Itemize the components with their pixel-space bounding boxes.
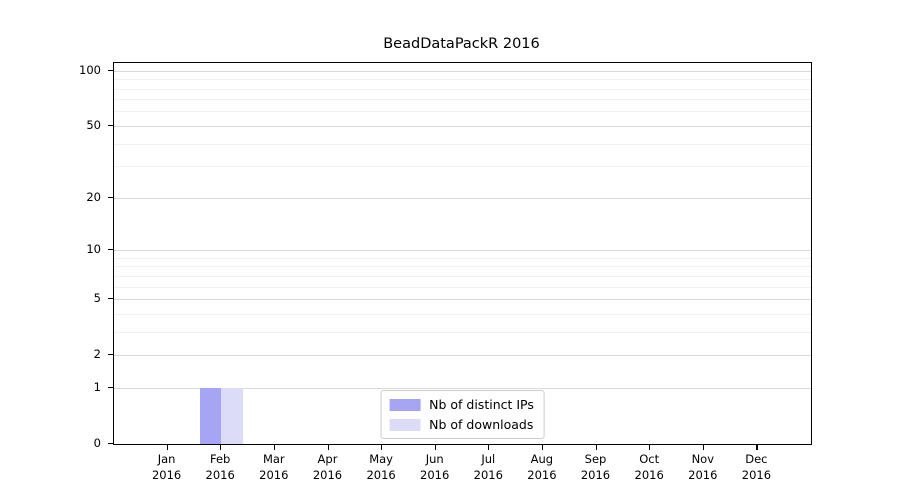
y-axis-tick-label: 100 bbox=[79, 62, 101, 77]
gridline-minor bbox=[114, 266, 811, 268]
x-axis-tick bbox=[541, 445, 544, 450]
y-axis-tick-label: 10 bbox=[86, 242, 101, 256]
y-axis-tick bbox=[108, 443, 113, 445]
gridline-minor bbox=[114, 99, 811, 101]
gridline-major bbox=[114, 250, 811, 251]
x-axis-tick-label: Jun 2016 bbox=[420, 452, 450, 482]
y-axis-tick-label: 50 bbox=[86, 117, 101, 132]
legend-swatch-downloads bbox=[389, 418, 421, 431]
x-axis-tick bbox=[434, 445, 436, 450]
x-axis-tick-label: Apr 2016 bbox=[312, 452, 343, 482]
legend-item: Nb of distinct IPs bbox=[389, 397, 534, 412]
x-axis-tick-label: Sep 2016 bbox=[580, 452, 611, 482]
y-axis-tick-label: 1 bbox=[93, 379, 101, 394]
x-axis-tick-label: Feb 2016 bbox=[205, 452, 235, 482]
x-axis-tick bbox=[220, 445, 222, 450]
y-axis-tick-label: 5 bbox=[93, 291, 101, 305]
x-axis-tick-label: Mar 2016 bbox=[259, 452, 289, 482]
y-axis-tick bbox=[108, 298, 113, 300]
x-axis-tick-label: Oct 2016 bbox=[634, 452, 664, 482]
gridline-minor bbox=[114, 79, 811, 81]
x-axis-tick bbox=[595, 445, 597, 450]
x-axis-tick bbox=[702, 445, 704, 450]
x-axis-tick bbox=[488, 445, 490, 450]
y-axis-tick bbox=[108, 249, 113, 251]
y-axis-tick bbox=[108, 386, 113, 389]
x-axis-tick-label: Dec 2016 bbox=[741, 452, 772, 482]
x-axis-tick bbox=[273, 445, 275, 450]
gridline-minor bbox=[114, 88, 811, 90]
gridline-minor bbox=[114, 331, 811, 333]
gridline-minor bbox=[114, 286, 811, 288]
x-axis-tick-label: Jul 2016 bbox=[473, 452, 503, 482]
x-axis-tick bbox=[381, 445, 383, 450]
x-axis-tick bbox=[327, 445, 329, 450]
bar-downloads bbox=[221, 387, 243, 444]
gridline-major bbox=[114, 355, 811, 357]
x-axis-tick bbox=[756, 445, 758, 450]
gridline-major bbox=[114, 70, 811, 72]
chart-title: BeadDataPackR 2016 bbox=[383, 36, 540, 52]
legend: Nb of distinct IPs Nb of downloads bbox=[380, 390, 545, 439]
y-axis-tick bbox=[108, 196, 113, 198]
x-axis-tick-label: Jan 2016 bbox=[151, 452, 182, 482]
y-axis-tick-label: 20 bbox=[86, 189, 101, 204]
gridline-minor bbox=[114, 111, 811, 113]
x-axis-tick-label: Aug 2016 bbox=[527, 452, 557, 482]
gridline-major bbox=[114, 125, 811, 127]
y-axis-tick bbox=[108, 69, 113, 71]
x-axis-tick-label: May 2016 bbox=[366, 452, 396, 482]
gridline-major bbox=[114, 387, 811, 389]
legend-label: Nb of downloads bbox=[429, 417, 534, 432]
x-axis-tick bbox=[166, 445, 168, 450]
plot-area: Nb of distinct IPs Nb of downloads bbox=[113, 62, 812, 445]
legend-label: Nb of distinct IPs bbox=[429, 397, 534, 412]
gridline-major bbox=[114, 299, 811, 300]
x-axis-tick bbox=[649, 445, 651, 450]
gridline-minor bbox=[114, 257, 811, 259]
gridline-minor bbox=[114, 143, 811, 145]
gridline-minor bbox=[114, 166, 811, 168]
x-axis-tick-label: Nov 2016 bbox=[688, 452, 718, 482]
y-axis-tick-label: 0 bbox=[93, 436, 101, 450]
y-axis-tick bbox=[108, 354, 113, 356]
legend-item: Nb of downloads bbox=[389, 417, 534, 432]
y-axis-tick bbox=[108, 124, 113, 127]
gridline-minor bbox=[114, 313, 811, 315]
legend-swatch-distinct-ips bbox=[389, 398, 421, 411]
gridline-minor bbox=[114, 275, 811, 277]
gridline-major bbox=[114, 197, 811, 199]
y-axis-tick-label: 2 bbox=[93, 347, 101, 362]
bar-distinct-ips bbox=[199, 387, 222, 444]
